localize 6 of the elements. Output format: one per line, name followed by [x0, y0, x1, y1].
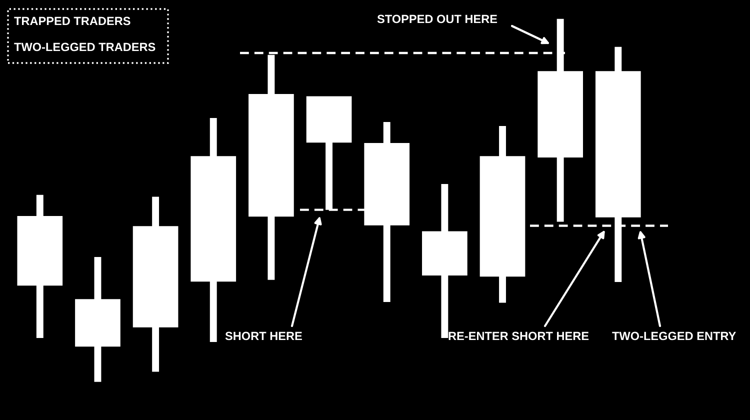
annotation: TRAPPED TRADERS [14, 16, 130, 26]
annotation: SHORT HERE [225, 332, 302, 340]
annotation: TWO-LEGGED ENTRY [612, 332, 736, 340]
annotation: STOPPED OUT HERE [377, 14, 498, 24]
annotation: RE-ENTER SHORT HERE [448, 332, 589, 340]
annotation: TWO-LEGGED TRADERS [14, 42, 156, 52]
